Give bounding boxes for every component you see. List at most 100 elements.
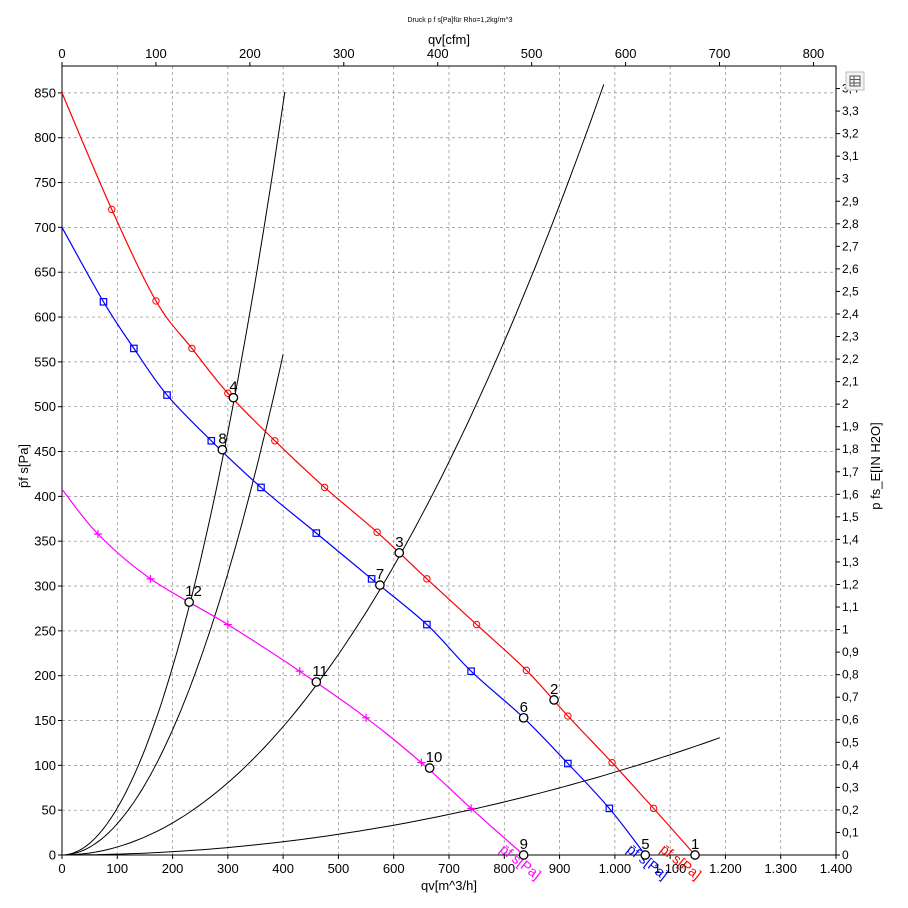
series-2: p̄f s[Pa] [61, 488, 544, 883]
x-tick-label: 700 [438, 861, 460, 876]
y2-tick-label: 0,9 [842, 645, 859, 659]
data-point [224, 389, 232, 397]
data-point [146, 574, 155, 583]
system-curve [61, 354, 284, 856]
y2-tick-label: 0,8 [842, 668, 859, 682]
x2-tick-label: 100 [145, 46, 167, 61]
y-tick-label: 300 [34, 579, 56, 594]
data-point [467, 667, 475, 675]
y2-tick-label: 0,2 [842, 803, 859, 817]
y-tick-label: 250 [34, 623, 56, 638]
y2-tick-label: 2,5 [842, 284, 859, 298]
data-point [362, 713, 371, 722]
data-point [605, 804, 614, 813]
x-tick-label: 900 [549, 861, 571, 876]
y-tick-label: 850 [34, 85, 56, 100]
data-point [152, 297, 160, 305]
operating-point-marker [424, 763, 435, 773]
data-point [564, 712, 572, 720]
y2-tick-label: 2,4 [842, 307, 859, 321]
operating-point-marker [640, 850, 651, 860]
y2-tick-label: 0,5 [842, 735, 859, 749]
x2-tick-label: 300 [333, 46, 355, 61]
x2-tick-label: 500 [521, 46, 543, 61]
y2-tick-label: 2,6 [842, 262, 859, 276]
data-point [99, 298, 108, 306]
operating-point-marker [394, 547, 405, 558]
series-0: p̄f s[Pa] [61, 92, 704, 883]
system-curves [61, 84, 721, 856]
x2-tick-label: 600 [615, 46, 637, 61]
x-tick-label: 300 [217, 861, 239, 876]
data-point [271, 437, 279, 445]
data-point [467, 804, 476, 813]
operating-point-label: 2 [550, 681, 558, 698]
system-curve [62, 737, 721, 856]
data-point [608, 758, 616, 767]
y2-tick-label: 0,3 [842, 780, 859, 794]
y-tick-label: 0 [49, 848, 56, 863]
data-point [649, 804, 658, 813]
y2-tick-label: 0,7 [842, 690, 859, 704]
operating-point-marker [217, 444, 228, 455]
x-tick-label: 1.100 [654, 861, 687, 876]
data-point [223, 620, 232, 629]
y-tick-label: 800 [34, 130, 56, 145]
data-point [188, 344, 196, 353]
x-tick-label: 500 [328, 861, 350, 876]
x-tick-label: 1.200 [709, 861, 742, 876]
plot-frame [61, 65, 837, 856]
y2-tick-label: 2,3 [842, 330, 859, 344]
x-tick-label: 0 [58, 861, 65, 876]
data-point [93, 530, 102, 539]
y2-tick-label: 2,8 [842, 217, 859, 231]
data-point [367, 575, 376, 583]
y-tick-label: 750 [34, 175, 56, 190]
operating-point-label: 10 [426, 749, 443, 766]
x-tick-label: 1.300 [764, 861, 797, 876]
y2-tick-label: 2 [842, 397, 849, 411]
y2-tick-label: 0,6 [842, 713, 859, 727]
operating-point-label: 1 [691, 836, 699, 853]
operating-point-marker [518, 712, 529, 723]
x-tick-label: 200 [162, 861, 184, 876]
operating-point-label: 12 [185, 583, 202, 600]
y2-tick-label: 1,5 [842, 510, 859, 524]
grid [62, 66, 836, 855]
y2-tick-label: 3 [842, 172, 849, 186]
y2-tick-label: 3,1 [842, 149, 859, 163]
table-view-button[interactable] [845, 71, 865, 91]
y2-tick-label: 0,4 [842, 758, 859, 772]
data-point [423, 575, 431, 583]
y2-tick-label: 1,8 [842, 442, 859, 456]
data-point [312, 529, 321, 537]
system-curve [61, 91, 286, 856]
y2-tick-label: 0,1 [842, 825, 859, 839]
x-tick-label: 600 [383, 861, 405, 876]
axis-ticks: 0 100 200 300 400 500 600 700 800 900 1.000 1.100 1.… [34, 46, 859, 876]
data-point [564, 759, 572, 768]
y2-axis-title: p fs_E[IN H2O] [868, 422, 883, 509]
y2-tick-label: 2,1 [842, 375, 859, 389]
y2-tick-label: 1,3 [842, 555, 859, 569]
data-point [257, 483, 265, 492]
y-tick-label: 50 [42, 803, 56, 818]
data-point [423, 620, 431, 629]
operating-point-label: 8 [218, 431, 226, 448]
x-tick-label: 100 [106, 861, 128, 876]
table-icon [849, 75, 861, 87]
y-tick-label: 500 [34, 399, 56, 414]
x2-tick-label: 0 [58, 46, 65, 61]
y-tick-label: 400 [34, 489, 56, 504]
y2-tick-label: 2,7 [842, 239, 859, 253]
y2-tick-label: 1,9 [842, 420, 859, 434]
x-tick-label: 1.000 [599, 861, 632, 876]
y2-tick-label: 1,2 [842, 577, 859, 591]
y-tick-label: 650 [34, 265, 56, 280]
y2-tick-label: 1,4 [842, 532, 859, 546]
y2-tick-label: 3,2 [842, 127, 859, 141]
data-point [320, 483, 329, 492]
operating-point-marker [228, 392, 239, 403]
y-tick-label: 100 [34, 758, 56, 773]
